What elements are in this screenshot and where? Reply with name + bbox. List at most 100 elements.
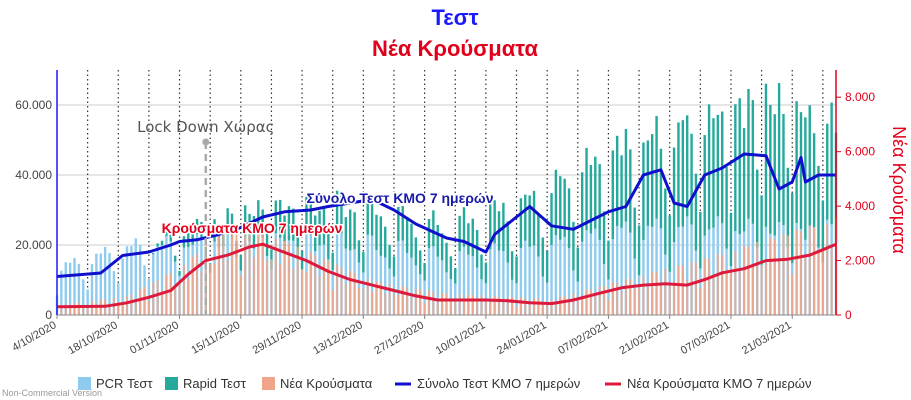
bar-new-cases [217, 233, 220, 315]
bar-rapid [650, 134, 654, 227]
bar-pcr [541, 276, 544, 315]
bar-pcr [515, 283, 518, 315]
bar-rapid [786, 167, 790, 248]
bar-rapid [436, 224, 439, 257]
bar-new-cases [725, 271, 728, 315]
bar-pcr [655, 218, 658, 315]
legend-label: Νέα Κρούσματα ΚΜΟ 7 ημερών [627, 376, 811, 391]
bar-rapid [777, 83, 781, 222]
bar-new-cases [449, 300, 452, 315]
bar-pcr [458, 251, 461, 315]
bar-rapid [419, 250, 422, 275]
bar-pcr [567, 248, 571, 315]
bar-pcr [60, 270, 63, 315]
bar-rapid [598, 164, 601, 240]
bar-pcr [427, 247, 431, 315]
bar-rapid [318, 210, 321, 246]
bar-new-cases [712, 274, 715, 315]
bar-rapid [642, 142, 645, 240]
bar-new-cases [773, 239, 776, 315]
bar-new-cases [95, 305, 98, 315]
bar-rapid [607, 240, 610, 280]
bar-new-cases [331, 290, 334, 315]
bar-new-cases [77, 302, 80, 315]
bar-rapid [458, 215, 461, 252]
bar-rapid [335, 190, 339, 232]
bar-new-cases [581, 298, 584, 315]
bar-new-cases [82, 306, 85, 315]
bar-new-cases [353, 273, 356, 315]
bar-new-cases [397, 295, 400, 315]
bar-new-cases [445, 293, 448, 315]
bar-new-cases [371, 291, 374, 315]
bar-pcr [467, 254, 470, 315]
bar-rapid [362, 252, 365, 273]
bar-new-cases [454, 300, 457, 315]
bar-new-cases [528, 303, 531, 315]
bar-new-cases [252, 256, 255, 315]
bar-rapid [826, 123, 829, 220]
bar-rapid [454, 268, 457, 284]
bar-rapid [379, 216, 383, 256]
bar-new-cases [117, 302, 120, 315]
bar-pcr [550, 244, 553, 315]
bar-pcr [64, 262, 67, 315]
bar-pcr [580, 241, 584, 315]
bar-rapid [559, 176, 562, 240]
bar-rapid [799, 112, 803, 229]
bar-pcr [125, 246, 129, 315]
legend-label: PCR Τεστ [96, 376, 153, 391]
bar-new-cases [800, 231, 802, 315]
bar-new-cases [760, 264, 763, 315]
bar-new-cases [804, 254, 807, 315]
credit-text: Non-Commercial Version [2, 388, 102, 398]
bar-rapid [782, 114, 785, 226]
chart-title: Τεστ [431, 5, 478, 30]
bar-rapid [541, 237, 544, 277]
bar-new-cases [60, 305, 63, 315]
bar-rapid [397, 206, 400, 242]
bar-new-cases [156, 280, 159, 315]
y-right-tick-label: 8.000 [845, 90, 875, 104]
bar-rapid [375, 214, 378, 251]
bar-rapid [160, 240, 164, 246]
bar-rapid [489, 204, 492, 250]
bar-rapid [239, 254, 243, 271]
bar-new-cases [362, 288, 365, 315]
bar-new-cases [484, 301, 487, 315]
bar-pcr [95, 253, 98, 315]
bar-rapid [742, 128, 746, 232]
bar-new-cases [309, 252, 312, 315]
bar-new-cases [721, 255, 724, 315]
bar-new-cases [91, 301, 93, 315]
bar-pcr [73, 258, 76, 315]
bar-new-cases [318, 275, 321, 315]
bar-new-cases [358, 287, 360, 315]
bar-rapid [243, 205, 247, 237]
bar-pcr [445, 272, 448, 315]
bar-rapid [283, 215, 286, 253]
bar-pcr [611, 239, 615, 315]
bar-rapid [230, 213, 234, 238]
x-tick-label: 07/03/2021 [679, 319, 733, 357]
bar-rapid [401, 206, 404, 241]
bar-rapid [392, 256, 396, 277]
bar-new-cases [244, 229, 247, 315]
bar-new-cases [830, 248, 833, 315]
bar-rapid [506, 221, 509, 263]
bar-new-cases [130, 294, 133, 315]
x-tick-label: 21/02/2021 [618, 319, 672, 357]
bar-new-cases [213, 263, 216, 315]
bar-new-cases [283, 241, 286, 315]
bar-new-cases [226, 260, 229, 315]
bar-pcr [410, 257, 413, 315]
bar-pcr [112, 271, 116, 315]
bar-pcr [585, 230, 588, 315]
bar-rapid [213, 219, 216, 242]
bar-new-cases [751, 265, 754, 315]
bar-pcr [475, 267, 479, 315]
bar-rapid [611, 150, 615, 240]
bar-new-cases [541, 304, 544, 315]
bar-rapid [309, 193, 313, 236]
